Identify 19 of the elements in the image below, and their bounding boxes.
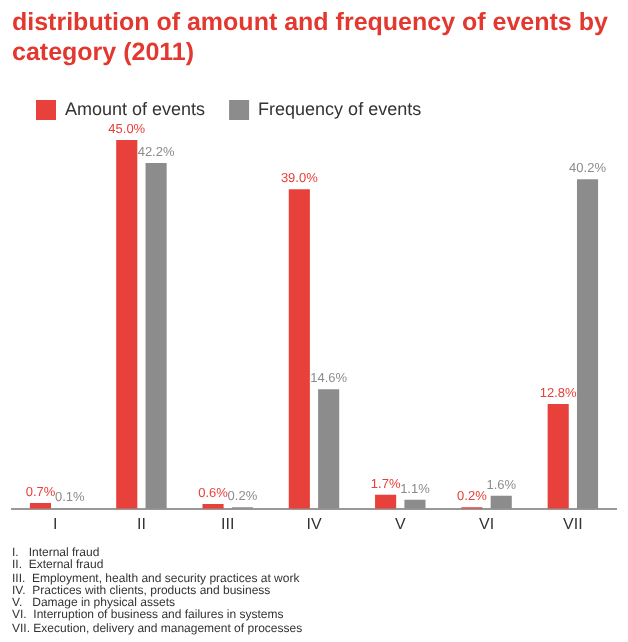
- x-tick-label: VII: [563, 514, 583, 533]
- legend-label: Frequency of events: [258, 98, 423, 119]
- bar: [116, 140, 138, 509]
- x-tick-label: V: [394, 514, 407, 533]
- x-tick-label: II: [136, 514, 146, 533]
- x-tick-label: III: [221, 514, 235, 533]
- x-tick-label: VI: [479, 514, 495, 533]
- bar: [288, 189, 310, 509]
- bar: [404, 499, 426, 509]
- bar: [576, 179, 599, 509]
- bar: [318, 389, 340, 509]
- bar: [490, 495, 512, 509]
- bar: [145, 162, 167, 509]
- bar: [375, 494, 397, 509]
- x-tick-label: IV: [306, 514, 323, 533]
- x-tick-label: I: [52, 514, 58, 533]
- bar: [547, 403, 569, 509]
- legend-label: Amount of events: [65, 98, 207, 119]
- chart-title: distribution of amount and frequency of events by category (2011): [12, 8, 610, 68]
